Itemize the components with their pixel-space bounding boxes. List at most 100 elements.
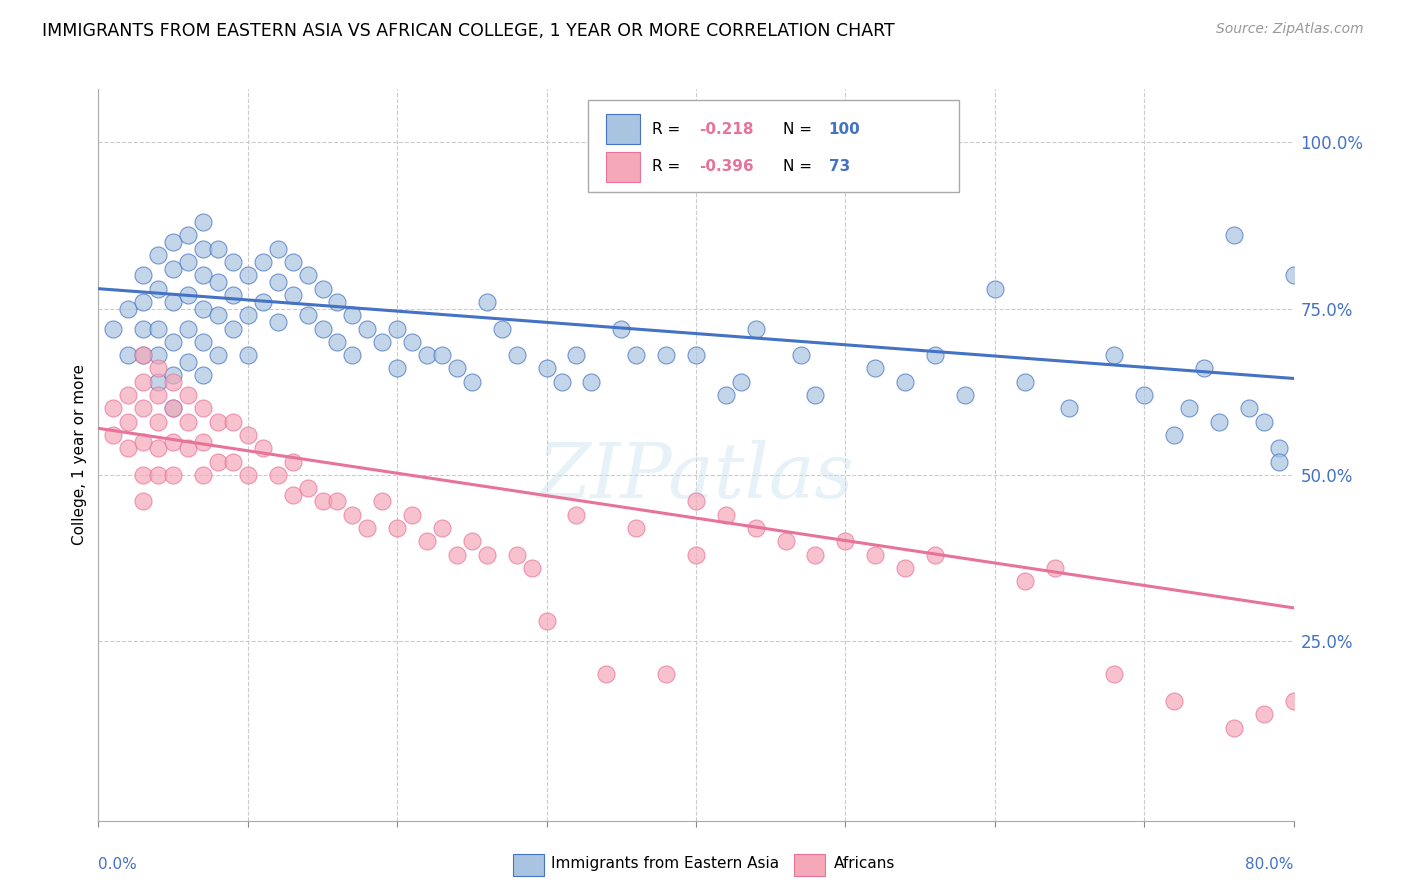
Point [117, 415, 139, 429]
Text: Immigrants from Eastern Asia: Immigrants from Eastern Asia [551, 856, 779, 871]
Point [984, 282, 1007, 296]
Point [132, 494, 155, 508]
Point [281, 488, 304, 502]
Text: R =: R = [652, 160, 685, 175]
Point [804, 548, 827, 562]
Point [162, 401, 184, 416]
Point [356, 321, 378, 335]
Point [804, 388, 827, 402]
Point [177, 355, 200, 369]
Point [148, 415, 170, 429]
Text: R =: R = [652, 121, 685, 136]
Point [789, 348, 811, 362]
Point [191, 467, 214, 482]
Point [207, 348, 229, 362]
Point [1178, 401, 1201, 416]
Point [103, 401, 125, 416]
Point [1237, 401, 1260, 416]
Point [1267, 454, 1289, 468]
Point [655, 667, 678, 681]
Point [446, 361, 468, 376]
Point [1043, 561, 1066, 575]
Point [191, 301, 214, 316]
Point [103, 321, 125, 335]
Text: N =: N = [783, 160, 817, 175]
Text: -0.218: -0.218 [700, 121, 754, 136]
Point [865, 548, 887, 562]
Point [117, 388, 139, 402]
Point [626, 348, 648, 362]
Point [416, 348, 439, 362]
Point [191, 215, 214, 229]
Point [267, 275, 290, 289]
Point [730, 375, 752, 389]
Point [491, 321, 513, 335]
Point [581, 375, 603, 389]
Point [506, 348, 529, 362]
Point [267, 315, 290, 329]
Point [745, 321, 768, 335]
Point [252, 255, 274, 269]
Point [148, 348, 170, 362]
Point [162, 401, 184, 416]
Point [1059, 401, 1081, 416]
Point [311, 494, 333, 508]
Point [162, 375, 184, 389]
Point [371, 494, 394, 508]
Point [506, 548, 529, 562]
Point [177, 442, 200, 456]
Point [685, 494, 707, 508]
Point [1223, 721, 1246, 735]
Point [385, 361, 409, 376]
Text: N =: N = [783, 121, 817, 136]
Point [148, 442, 170, 456]
Point [430, 521, 453, 535]
Point [461, 375, 484, 389]
Text: ZIPatlas: ZIPatlas [537, 440, 855, 514]
Point [267, 467, 290, 482]
Point [536, 614, 558, 628]
Point [461, 534, 484, 549]
Point [326, 295, 349, 310]
Point [148, 361, 170, 376]
Point [281, 454, 304, 468]
Point [281, 288, 304, 302]
Point [236, 428, 259, 442]
Point [162, 368, 184, 383]
Point [685, 348, 707, 362]
Point [685, 548, 707, 562]
Text: 80.0%: 80.0% [1246, 857, 1294, 872]
Point [1282, 268, 1305, 283]
Point [148, 321, 170, 335]
Point [1163, 694, 1185, 708]
Point [1253, 415, 1275, 429]
Point [236, 467, 259, 482]
Point [281, 255, 304, 269]
Point [834, 149, 856, 163]
Point [865, 361, 887, 376]
Y-axis label: College, 1 year or more: College, 1 year or more [72, 365, 87, 545]
Point [117, 348, 139, 362]
Point [326, 334, 349, 349]
Point [520, 561, 543, 575]
Text: IMMIGRANTS FROM EASTERN ASIA VS AFRICAN COLLEGE, 1 YEAR OR MORE CORRELATION CHAR: IMMIGRANTS FROM EASTERN ASIA VS AFRICAN … [42, 22, 896, 40]
Point [103, 428, 125, 442]
Point [162, 334, 184, 349]
Text: 73: 73 [828, 160, 849, 175]
Point [745, 521, 768, 535]
Point [297, 268, 319, 283]
Point [430, 348, 453, 362]
Point [132, 348, 155, 362]
Point [385, 521, 409, 535]
Point [191, 401, 214, 416]
Bar [606, 113, 640, 145]
Point [446, 548, 468, 562]
Point [207, 454, 229, 468]
Point [132, 348, 155, 362]
Point [385, 321, 409, 335]
Point [252, 442, 274, 456]
Point [953, 388, 976, 402]
Point [565, 348, 588, 362]
Point [222, 288, 245, 302]
Point [177, 255, 200, 269]
